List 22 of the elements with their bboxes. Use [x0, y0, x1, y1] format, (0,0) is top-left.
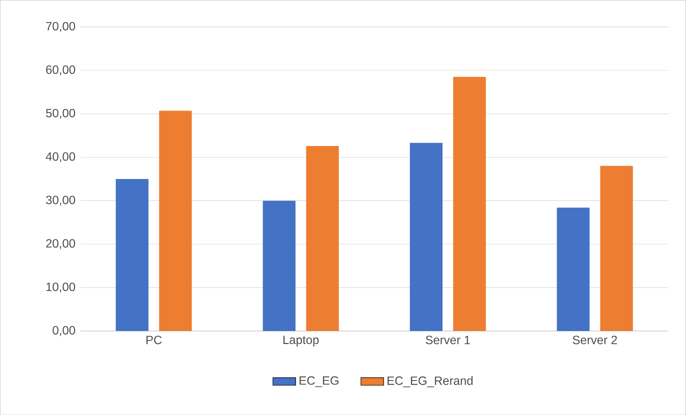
bar — [306, 146, 339, 331]
y-tick-label: 60,00 — [46, 65, 76, 76]
y-tick-label: 40,00 — [46, 152, 76, 162]
legend-label: EC_EG — [300, 376, 338, 387]
bar — [600, 166, 633, 331]
x-tick-label: Laptop — [283, 336, 319, 346]
bar — [116, 178, 148, 331]
y-tick-label: 30,00 — [46, 196, 76, 206]
bar — [159, 110, 192, 331]
bar — [262, 200, 296, 331]
y-tick-label: 70,00 — [46, 22, 76, 32]
y-tick-label: 50,00 — [46, 108, 76, 119]
bar — [410, 142, 443, 331]
y-tick-label: 20,00 — [46, 239, 76, 249]
legend-label: EC_EG_Rerand — [388, 376, 473, 388]
bar — [556, 207, 590, 331]
bar — [453, 76, 486, 331]
y-tick-label: 10,00 — [46, 282, 76, 292]
x-tick-label: Server 1 — [426, 336, 470, 344]
x-tick-label: Server 2 — [572, 336, 617, 344]
y-tick-label: 0,00 — [52, 326, 76, 336]
x-tick-label: PC — [146, 336, 162, 344]
